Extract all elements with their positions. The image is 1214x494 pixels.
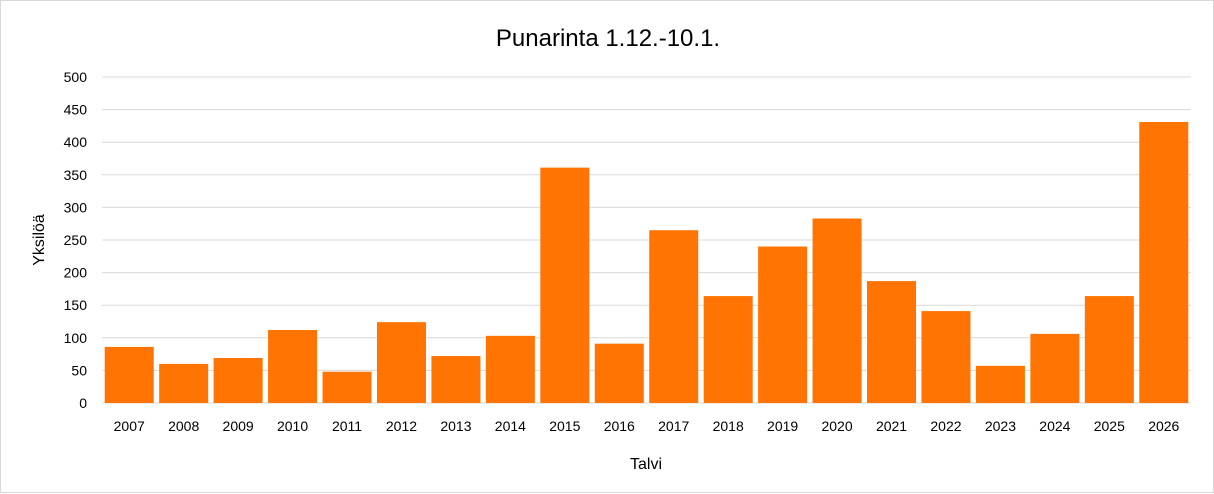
bar-2022 [921, 311, 971, 403]
bar-2017 [649, 230, 699, 403]
x-tick-label: 2022 [930, 418, 961, 434]
y-axis-title: Yksilöä [31, 214, 48, 266]
bar-2010 [268, 329, 318, 403]
bar-2019 [758, 246, 808, 403]
y-tick-label: 250 [64, 232, 88, 248]
bar-2020 [812, 218, 862, 403]
x-tick-label: 2011 [332, 418, 362, 434]
x-tick-label: 2025 [1094, 418, 1125, 434]
bar-2011 [322, 371, 372, 403]
bar-2026 [1139, 121, 1189, 403]
x-tick-label: 2026 [1148, 418, 1179, 434]
bar-2021 [867, 281, 917, 403]
bar-2015 [540, 167, 590, 403]
bar-2014 [485, 335, 535, 403]
bar-2018 [703, 296, 753, 403]
bar-2016 [594, 343, 644, 403]
x-tick-label: 2008 [168, 418, 199, 434]
x-axis-title: Talvi [630, 456, 662, 473]
x-tick-label: 2024 [1039, 418, 1070, 434]
x-tick-labels: 2007 2008 2009 2010 2011 2012 2013 2014 2015 2016… [114, 418, 1180, 434]
x-tick-label: 2009 [223, 418, 254, 434]
chart-title: Punarinta 1.12.-10.1. [496, 25, 720, 52]
y-tick-label: 200 [64, 265, 88, 281]
x-tick-label: 2020 [821, 418, 852, 434]
y-tick-label: 0 [79, 395, 87, 411]
y-tick-label: 100 [64, 330, 88, 346]
bar-2009 [213, 358, 263, 403]
y-tick-label: 450 [64, 102, 88, 118]
x-tick-label: 2017 [658, 418, 689, 434]
x-tick-label: 2012 [386, 418, 417, 434]
x-tick-label: 2016 [604, 418, 635, 434]
bars [104, 121, 1189, 403]
x-tick-label: 2019 [767, 418, 798, 434]
gridlines [102, 76, 1191, 404]
bar-2007 [104, 346, 154, 403]
x-tick-label: 2021 [876, 418, 907, 434]
y-tick-label: 400 [64, 134, 88, 150]
x-tick-label: 2015 [549, 418, 580, 434]
y-tick-label: 500 [64, 69, 88, 85]
bar-2024 [1030, 333, 1080, 403]
bar-2013 [431, 356, 481, 403]
x-tick-label: 2014 [495, 418, 526, 434]
x-tick-label: 2018 [713, 418, 744, 434]
x-tick-label: 2023 [985, 418, 1016, 434]
x-tick-label: 2010 [277, 418, 308, 434]
x-tick-label: 2007 [114, 418, 145, 434]
bar-2023 [975, 365, 1025, 403]
y-tick-label: 300 [64, 199, 88, 215]
y-tick-label: 150 [64, 297, 88, 313]
bar-2012 [376, 322, 426, 403]
y-tick-label: 350 [64, 167, 88, 183]
bar-2008 [159, 363, 209, 403]
y-tick-labels: 0 50 100 150 200 250 300 350 400 450 500 [64, 69, 88, 411]
bar-2025 [1084, 296, 1134, 403]
x-tick-label: 2013 [440, 418, 471, 434]
y-tick-label: 50 [71, 362, 87, 378]
